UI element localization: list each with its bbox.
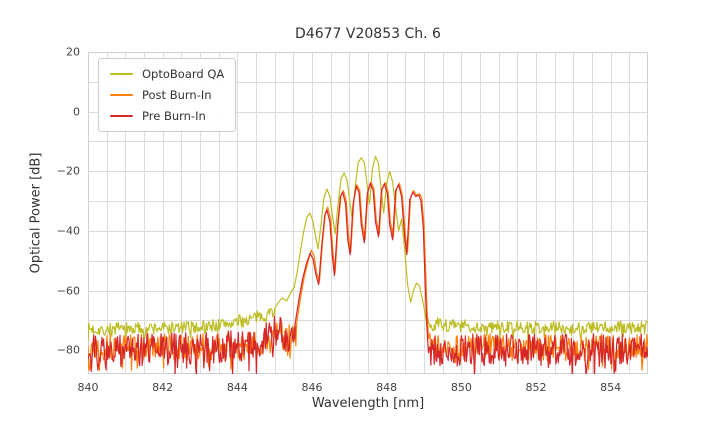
y-tick-label: 20 bbox=[66, 45, 80, 59]
legend-entry-pre-burn-in: Pre Burn-In bbox=[110, 109, 224, 123]
y-tick-label: −80 bbox=[56, 343, 80, 357]
y-tick-label: −40 bbox=[56, 224, 80, 238]
x-tick-label: 854 bbox=[600, 381, 622, 394]
series-line-optoboard-qa bbox=[88, 155, 648, 341]
legend-entry-optoboard-qa: OptoBoard QA bbox=[110, 67, 224, 81]
x-tick-label: 848 bbox=[376, 381, 398, 394]
legend-label-optoboard-qa: OptoBoard QA bbox=[142, 67, 225, 81]
x-axis-label: Wavelength [nm] bbox=[311, 396, 425, 411]
chart-title: D4677 V20853 Ch. 6 bbox=[295, 26, 441, 42]
series-line-pre-burn-in bbox=[88, 182, 648, 374]
y-tick-label: −60 bbox=[56, 284, 80, 298]
y-axis-label: Optical Power [dB] bbox=[28, 152, 44, 274]
legend: OptoBoard QA Post Burn-In Pre Burn-In bbox=[98, 58, 237, 132]
legend-entry-post-burn-in: Post Burn-In bbox=[110, 88, 224, 102]
x-tick-label: 852 bbox=[525, 381, 547, 394]
x-tick-label: 850 bbox=[450, 381, 472, 394]
y-tick-label: −20 bbox=[56, 164, 80, 178]
x-tick-label: 840 bbox=[77, 381, 99, 394]
x-tick-label: 844 bbox=[226, 381, 248, 394]
legend-line-optoboard-qa bbox=[110, 72, 133, 76]
legend-line-post-burn-in bbox=[110, 93, 133, 97]
x-tick-label: 846 bbox=[301, 381, 323, 394]
y-tick-label: 0 bbox=[73, 105, 80, 119]
legend-label-post-burn-in: Post Burn-In bbox=[142, 88, 212, 102]
legend-line-pre-burn-in bbox=[110, 114, 133, 118]
legend-label-pre-burn-in: Pre Burn-In bbox=[142, 109, 206, 123]
x-tick-label: 842 bbox=[152, 381, 174, 394]
